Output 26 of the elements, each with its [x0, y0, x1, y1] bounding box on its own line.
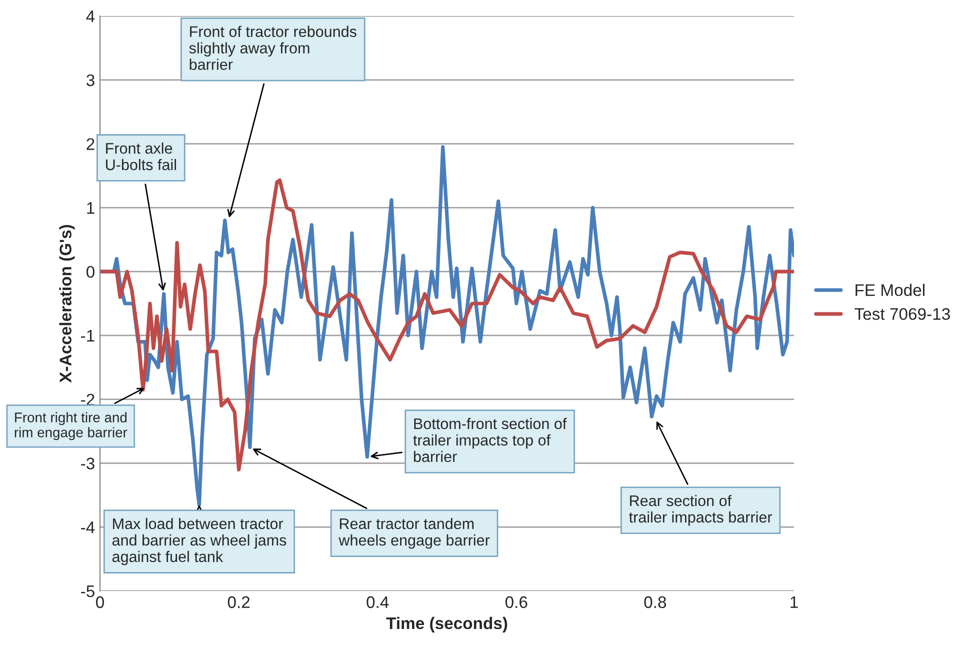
- annotation: Front of tractor rebounds slightly away from barrier: [189, 26, 356, 70]
- y-tick-label: -3: [81, 458, 94, 470]
- annotation: Rear tractor tandem wheels engage barrier: [338, 518, 490, 549]
- y-axis-title: X-Acceleration (G's): [59, 225, 75, 383]
- y-tick-label: 4: [86, 10, 95, 22]
- x-tick-label: 0.6: [505, 596, 528, 608]
- annotation: Front axle U-bolts fail: [106, 142, 176, 170]
- x-tick-label: 0.4: [366, 596, 389, 608]
- x-tick-label: 0.2: [228, 596, 250, 608]
- y-tick-label: -1: [81, 330, 94, 342]
- x-axis-title: Time (seconds): [386, 616, 508, 632]
- x-tick-label: 1: [790, 596, 798, 608]
- annotation: Rear section of trailer impacts barrier: [629, 494, 772, 526]
- x-tick-label: 0.8: [644, 596, 666, 608]
- y-tick-label: -5: [81, 586, 94, 598]
- annotation: Max load between tractor and barrier as wheel jams against fuel tank: [112, 518, 286, 566]
- y-tick-label: 0: [86, 266, 94, 278]
- legend-label: FE Model: [856, 284, 924, 296]
- y-tick-label: -4: [81, 522, 95, 534]
- y-tick-label: 2: [86, 138, 94, 150]
- legend-label: Test 7069-13: [854, 308, 950, 320]
- x-tick-label: 0: [96, 596, 104, 608]
- y-tick-label: 3: [86, 74, 94, 86]
- y-tick-label: 1: [87, 202, 94, 214]
- annotation: Front right tire and rim engage barrier: [14, 412, 128, 440]
- annotation: Bottom-front section of trailer impacts top of barrier: [413, 418, 567, 462]
